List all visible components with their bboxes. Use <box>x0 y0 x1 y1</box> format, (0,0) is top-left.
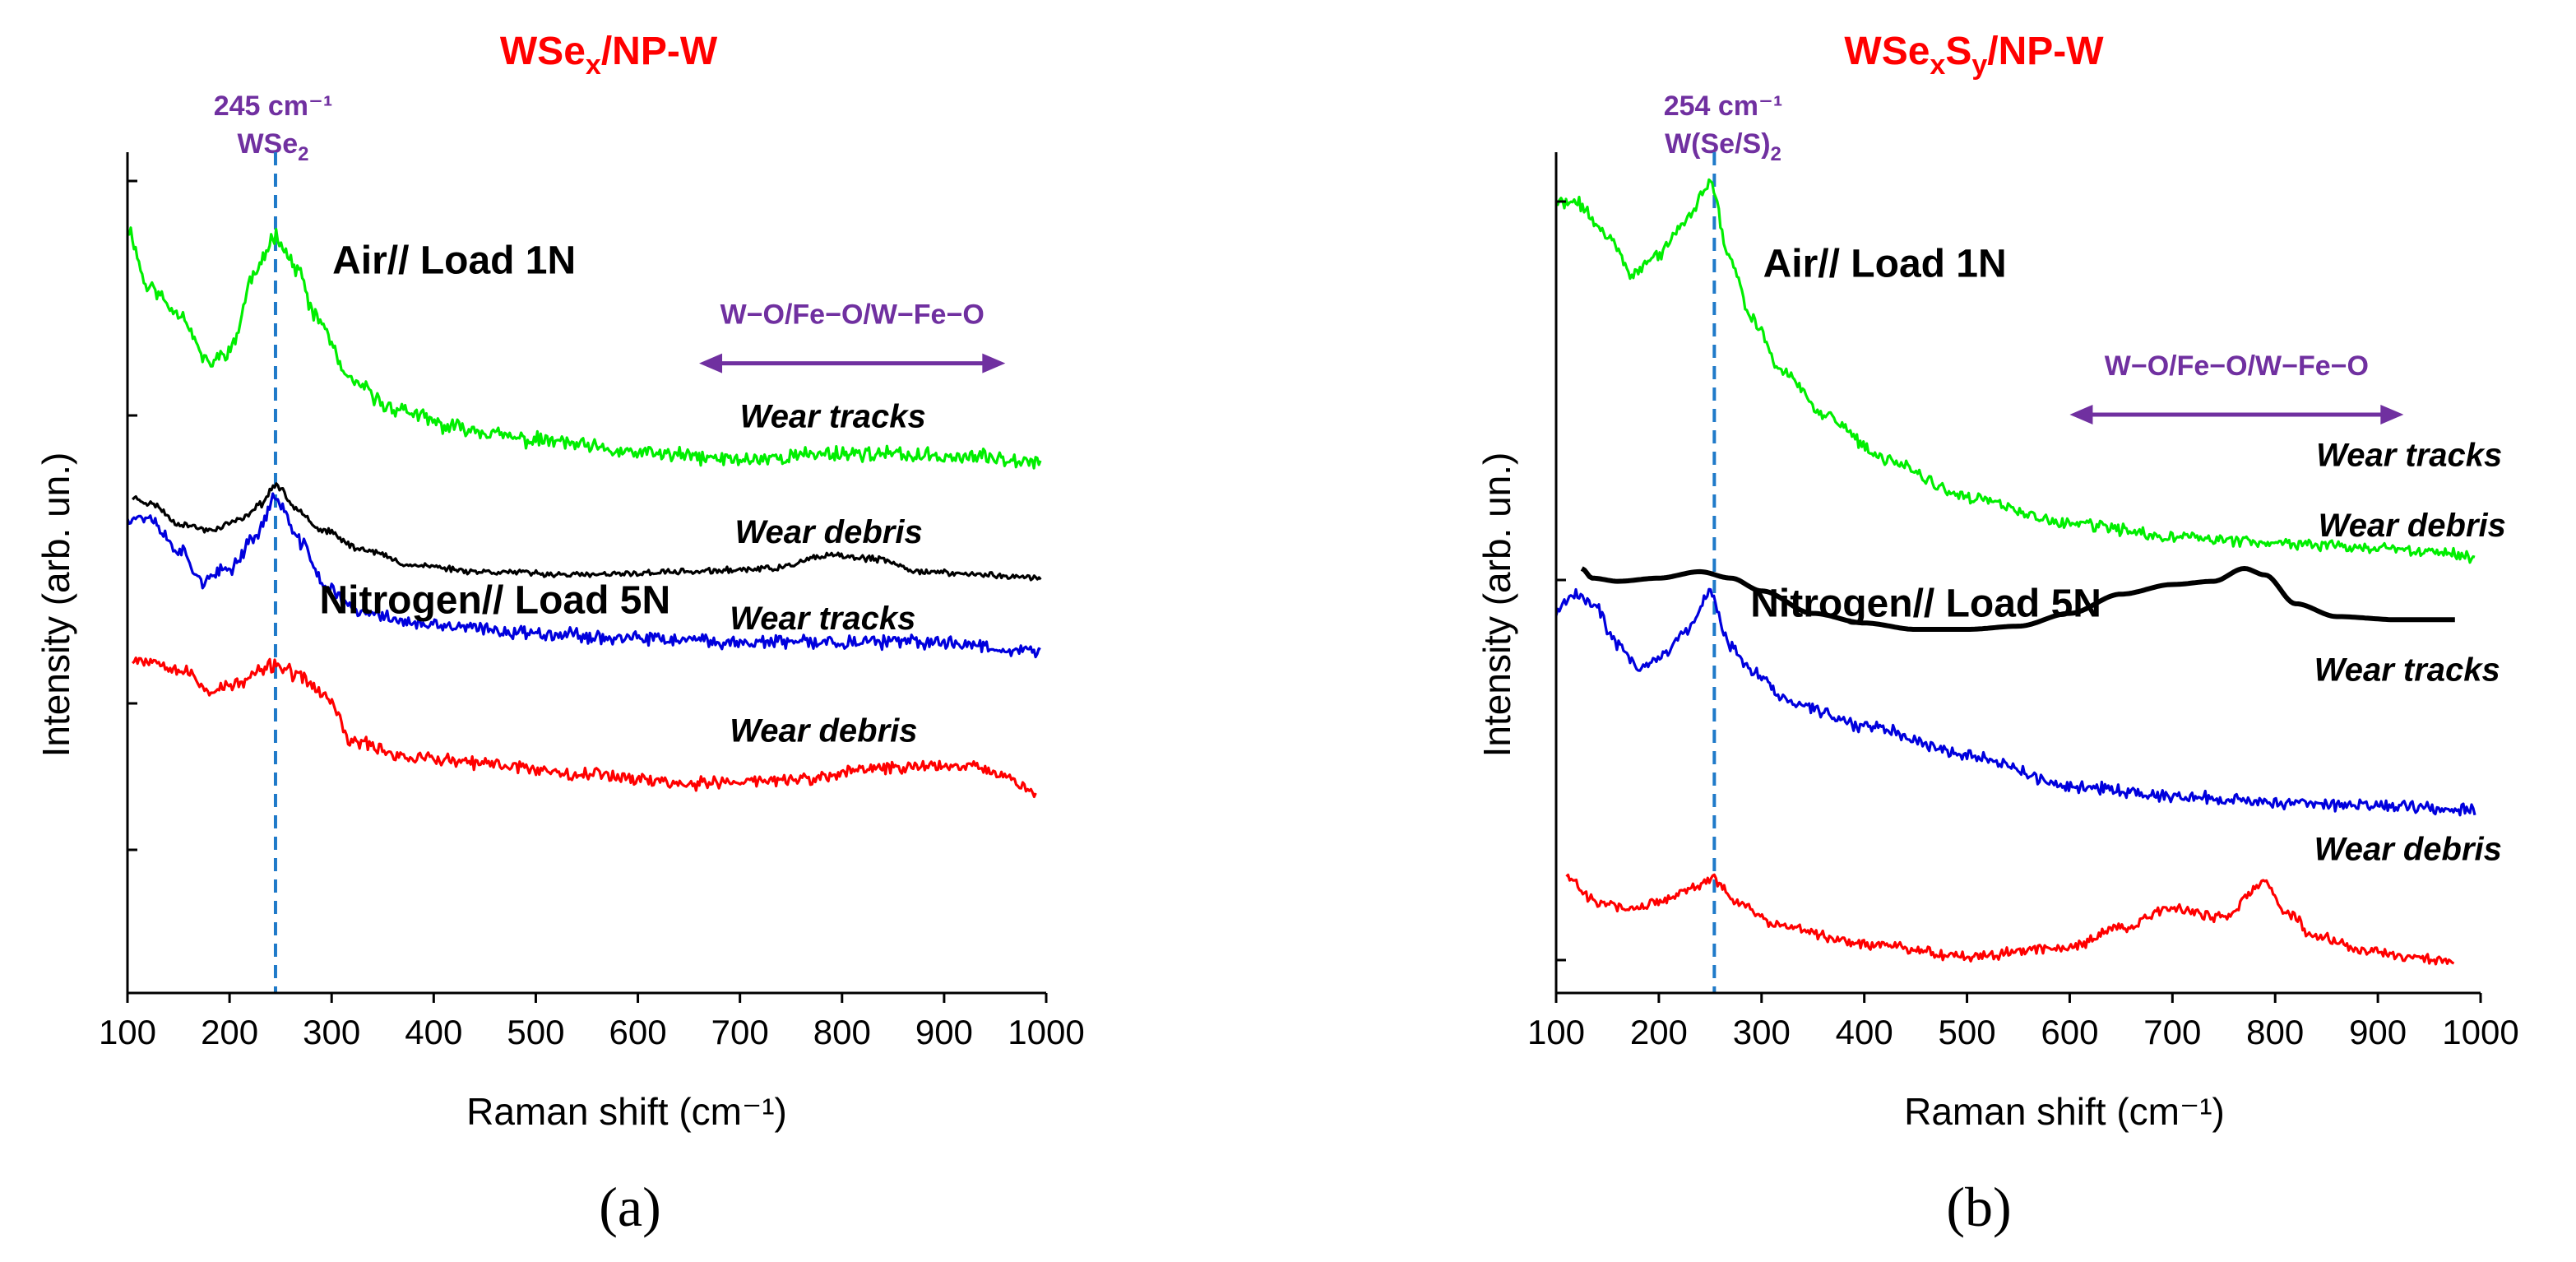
bond-range-label: W−O/Fe−O/W−Fe−O <box>2105 350 2369 382</box>
curve-label: Wear debris <box>734 514 922 550</box>
panel-a-curve-labels: Wear tracks Wear debris Wear tracks Wear de… <box>730 399 925 749</box>
x-tick-label: 600 <box>2041 1013 2098 1051</box>
x-tick-label: 1000 <box>2442 1013 2518 1051</box>
panel-b-conditions: Air// Load 1N Nitrogen// Load 5N <box>1750 242 2101 625</box>
panel-b-spectra <box>1554 178 2476 966</box>
curve-label: Wear debris <box>730 712 917 749</box>
panel-b-axes: 100 200 300 400 500 600 700 800 900 1000 <box>1527 152 2519 1051</box>
x-tick-label: 300 <box>303 1013 360 1051</box>
spectrum-black-wear-debris <box>1580 566 2455 632</box>
x-tick-label: 900 <box>2349 1013 2407 1051</box>
spectrum-black-wear-debris <box>132 482 1042 582</box>
condition-label: Nitrogen// Load 5N <box>319 579 670 623</box>
panel-b-label: (b) <box>1946 1176 2011 1238</box>
panel-a-title: WSex/NP-W <box>500 30 718 81</box>
panel-a-y-axis-label: Intensity (arb. un.) <box>35 452 77 758</box>
bond-range-label: W−O/Fe−O/W−Fe−O <box>720 299 985 331</box>
spectrum-green-wear-tracks <box>127 226 1042 470</box>
x-tick-label: 400 <box>1836 1013 1893 1051</box>
x-tick-label: 800 <box>813 1013 871 1051</box>
panel-b-title: WSexSy/NP-W <box>1844 30 2104 81</box>
peak-b-wavenumber: 254 cm⁻¹ <box>1664 90 1783 122</box>
peak-b-species: W(Se/S)2 <box>1665 128 1781 165</box>
arrowhead-right-icon <box>2380 404 2404 425</box>
condition-label: Air// Load 1N <box>1763 242 2007 285</box>
panel-a-x-axis-label: Raman shift (cm⁻¹) <box>466 1090 787 1133</box>
panel-b-bond-range: W−O/Fe−O/W−Fe−O <box>2069 350 2404 425</box>
condition-label: Nitrogen// Load 5N <box>1750 582 2101 625</box>
panel-b-y-axis-label: Intensity (arb. un.) <box>1476 452 1518 758</box>
panel-b: WSexSy/NP-W 254 cm⁻¹ W(Se/S)2 Wear track… <box>1476 30 2519 1238</box>
x-tick-label: 300 <box>1733 1013 1791 1051</box>
spectrum-blue-wear-tracks <box>1554 587 2476 817</box>
panel-a-axes: 100 200 300 400 500 600 700 800 900 1000 <box>99 152 1085 1051</box>
panel-a-label: (a) <box>599 1176 660 1238</box>
curve-label: Wear tracks <box>2316 437 2502 473</box>
arrowhead-right-icon <box>982 353 1006 373</box>
spectrum-red-wear-debris <box>132 657 1037 799</box>
x-tick-label: 800 <box>2246 1013 2304 1051</box>
panel-a-spectra <box>126 226 1042 799</box>
spectrum-green-wear-tracks <box>1555 178 2476 564</box>
panel-b-curve-labels: Wear tracks Wear debris Wear tracks Wear de… <box>2314 437 2506 867</box>
x-tick-label: 600 <box>609 1013 667 1051</box>
panel-a-bond-range: W−O/Fe−O/W−Fe−O <box>699 299 1006 373</box>
x-tick-label: 900 <box>915 1013 973 1051</box>
curve-label: Wear tracks <box>730 601 915 637</box>
curve-label: Wear debris <box>2314 832 2502 868</box>
x-tick-label: 1000 <box>1008 1013 1084 1051</box>
curve-label: Wear tracks <box>2314 652 2500 688</box>
curve-label: Wear tracks <box>740 399 926 435</box>
spectrum-red-wear-debris <box>1565 873 2455 966</box>
x-tick-label: 200 <box>1630 1013 1688 1051</box>
x-tick-label: 400 <box>405 1013 462 1051</box>
x-tick-label: 100 <box>1527 1013 1585 1051</box>
x-tick-label: 200 <box>201 1013 258 1051</box>
peak-a-wavenumber: 245 cm⁻¹ <box>214 90 333 122</box>
condition-label: Air// Load 1N <box>332 239 576 282</box>
x-tick-label: 100 <box>99 1013 156 1051</box>
arrowhead-left-icon <box>2069 404 2093 425</box>
x-tick-label: 700 <box>2143 1013 2201 1051</box>
x-tick-label: 500 <box>1939 1013 1996 1051</box>
spectrum-blue-wear-tracks <box>126 492 1041 659</box>
panel-a: WSex/NP-W 245 cm⁻¹ WSe2 Wear tracksWear … <box>35 30 1085 1238</box>
x-tick-label: 700 <box>711 1013 769 1051</box>
peak-a-species: WSe2 <box>237 128 308 165</box>
arrowhead-left-icon <box>699 353 723 373</box>
curve-label: Wear debris <box>2319 508 2506 544</box>
panel-a-conditions: Air// Load 1N Nitrogen// Load 5N <box>319 239 670 622</box>
x-tick-label: 500 <box>507 1013 564 1051</box>
panel-b-x-axis-label: Raman shift (cm⁻¹) <box>1904 1090 2225 1133</box>
